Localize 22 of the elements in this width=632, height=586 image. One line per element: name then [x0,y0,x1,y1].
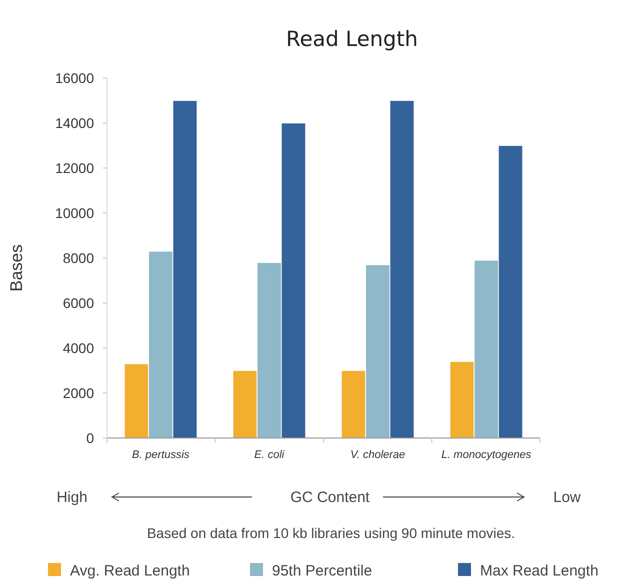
x-tick-label: L. monocytogenes [441,449,532,461]
y-tick-label: 12000 [55,160,94,176]
y-tick-label: 8000 [62,250,94,266]
x-tick-label: E. coli [254,449,285,461]
y-tick-label: 0 [86,430,94,446]
y-tick-label: 14000 [55,114,94,131]
y-tick-label: 10000 [55,204,94,221]
y-tick-label: 2000 [62,384,94,401]
y-tick-label: 6000 [62,294,94,311]
legend-label: Max Read Length [480,562,598,580]
y-axis-title: Bases [7,244,26,292]
x-tick-label: V. cholerae [350,449,406,461]
legend-label: 95th Percentile [272,562,372,580]
text: Low [553,489,581,506]
x-tick-label: B. pertussis [132,449,190,461]
chart-title: Read Length [286,27,418,51]
text: Based on data from 10 kb libraries using 90 minute movies. [146,525,516,541]
x-axis-title: GC Content [290,489,370,506]
y-tick-label: 4000 [62,340,94,356]
y-tick-label: 16000 [55,70,94,86]
legend-label: Avg. Read Length [70,562,190,580]
text: High [56,489,88,506]
